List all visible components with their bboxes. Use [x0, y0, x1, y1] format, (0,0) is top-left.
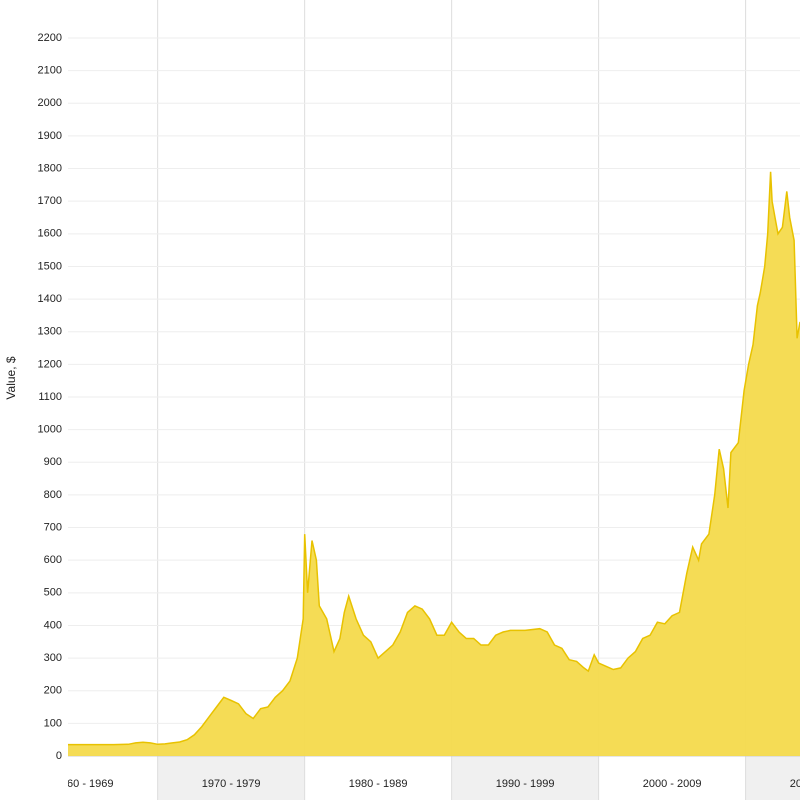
y-tick-label: 700 — [44, 521, 62, 533]
x-bands: 1960 - 1969 1970 - 1979 1980 - 1989 1990 - … — [55, 756, 800, 800]
x-tick-label: 1990 - 1999 — [496, 778, 555, 790]
y-tick-label: 1100 — [38, 391, 62, 403]
y-tick-label: 1600 — [38, 228, 62, 240]
y-tick-label: 400 — [44, 619, 62, 631]
y-tick-label: 2000 — [38, 97, 62, 109]
y-tick-label: 2200 — [38, 32, 62, 44]
x-tick-label: 2000 - 2009 — [643, 778, 702, 790]
x-band — [304, 756, 452, 800]
y-tick-label: 900 — [44, 456, 62, 468]
x-band — [157, 756, 305, 800]
x-tick-label: 2010 - 2019 — [790, 778, 800, 790]
x-tick-label: 1970 - 1979 — [202, 778, 261, 790]
y-axis-label: Value, $ — [4, 356, 18, 399]
y-tick-label: 1000 — [38, 424, 62, 436]
y-ticks: 0 100 200 300 400 500 600 700 800 900 1000 1100 1200… — [38, 32, 62, 762]
area-fill — [68, 171, 800, 757]
x-band — [68, 756, 158, 800]
y-tick-label: 1400 — [38, 293, 62, 305]
y-tick-label: 600 — [44, 554, 62, 566]
y-tick-label: 1800 — [38, 162, 62, 174]
y-tick-label: 2100 — [38, 65, 62, 77]
y-tick-label: 500 — [44, 587, 62, 599]
x-band — [745, 756, 800, 800]
y-tick-label: 200 — [44, 685, 62, 697]
y-tick-label: 1900 — [38, 130, 62, 142]
area-line — [68, 171, 800, 746]
y-tick-label: 1500 — [38, 260, 62, 272]
y-tick-label: 300 — [44, 652, 62, 664]
x-tick-label: 1960 - 1969 — [55, 778, 114, 790]
y-tick-label: 1700 — [38, 195, 62, 207]
y-tick-label: 0 — [56, 750, 62, 762]
x-band — [598, 756, 746, 800]
y-tick-label: 100 — [44, 717, 62, 729]
y-tick-label: 800 — [44, 489, 62, 501]
x-tick-label: 1980 - 1989 — [349, 778, 408, 790]
plot — [68, 171, 800, 757]
y-tick-label: 1300 — [38, 326, 62, 338]
y-tick-label: 1200 — [38, 358, 62, 370]
x-band — [451, 756, 599, 800]
